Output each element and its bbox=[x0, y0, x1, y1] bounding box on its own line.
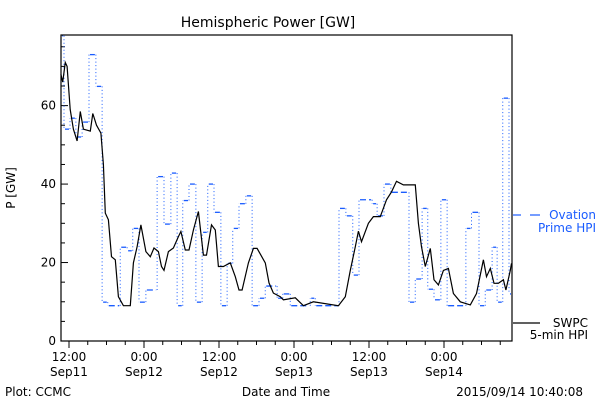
x-tick-label-date: Sep12 bbox=[125, 365, 163, 379]
y-tick-label: 0 bbox=[48, 334, 56, 348]
y-axis-label: P [GW] bbox=[4, 167, 18, 209]
x-tick-label-time: 12:00 bbox=[202, 350, 237, 364]
plot-credit: Plot: CCMC bbox=[5, 385, 71, 399]
chart-title: Hemispheric Power [GW] bbox=[181, 15, 356, 31]
x-tick-label-date: Sep13 bbox=[350, 365, 388, 379]
y-tick-label: 40 bbox=[41, 177, 56, 191]
x-tick-label-date: Sep14 bbox=[425, 365, 463, 379]
plot-frame bbox=[60, 34, 513, 342]
legend-ovation-line1: Ovation bbox=[549, 208, 596, 222]
y-tick-label: 60 bbox=[41, 99, 56, 113]
x-axis-label: Date and Time bbox=[242, 385, 330, 399]
x-tick-label-time: 0:00 bbox=[131, 350, 158, 364]
y-tick-label: 20 bbox=[41, 256, 56, 270]
x-tick-label-time: 0:00 bbox=[281, 350, 308, 364]
swpc-hpi-line bbox=[60, 60, 513, 307]
x-tick-label-date: Sep13 bbox=[275, 365, 313, 379]
plot-timestamp: 2015/09/14 10:40:08 bbox=[456, 385, 583, 399]
x-tick-label-date: Sep11 bbox=[50, 365, 88, 379]
legend-swpc-line1: SWPC bbox=[553, 316, 588, 330]
x-tick-label-time: 0:00 bbox=[431, 350, 458, 364]
x-tick-label-date: Sep12 bbox=[200, 365, 238, 379]
x-tick-label-time: 12:00 bbox=[52, 350, 87, 364]
x-tick-label-time: 12:00 bbox=[352, 350, 387, 364]
legend-ovation-line2: Prime HPI bbox=[538, 221, 596, 235]
legend-swpc-line2: 5-min HPI bbox=[530, 328, 588, 342]
legend: Ovation Prime HPI SWPC 5-min HPI bbox=[513, 208, 596, 342]
